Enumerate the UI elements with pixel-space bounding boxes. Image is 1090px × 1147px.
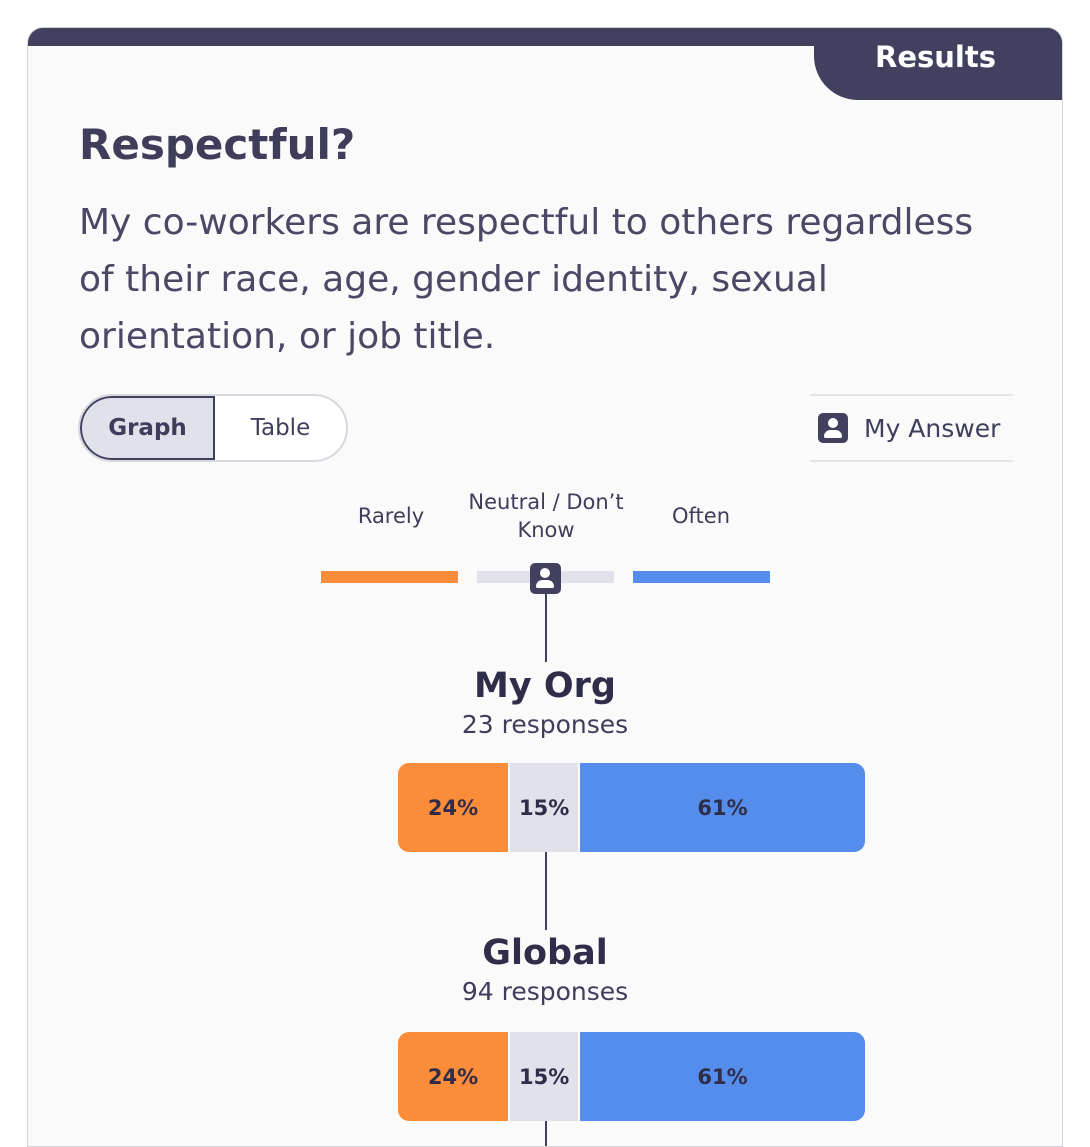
results-card: Results Respectful? My co-workers are re…: [27, 27, 1063, 1147]
legend-often: Often: [671, 504, 731, 528]
segment-often: 61%: [580, 1032, 865, 1121]
segment-neutral: 15%: [510, 763, 581, 852]
top-band: [28, 28, 1062, 46]
group-name: My Org: [474, 666, 616, 706]
legend-bar-often: [633, 571, 770, 583]
group-responses: 94 responses: [461, 977, 629, 1006]
segment-often: 61%: [580, 763, 865, 852]
legend-rarely: Rarely: [357, 504, 425, 528]
my-answer-button[interactable]: My Answer: [810, 394, 1013, 462]
graph-tab[interactable]: Graph: [80, 396, 215, 460]
table-tab[interactable]: Table: [250, 415, 311, 441]
legend-neutral: Neutral / Don’t Know: [468, 490, 624, 542]
segment-rarely: 24%: [398, 763, 511, 852]
group-name: Global: [482, 933, 608, 973]
group-global: Global 94 responses: [28, 933, 1062, 1006]
my-answer-label: My Answer: [864, 413, 1001, 443]
question-text: My co-workers are respectful to others r…: [79, 202, 974, 357]
connector-line: [545, 594, 547, 662]
group-responses: 23 responses: [461, 710, 629, 739]
connector-line: [545, 852, 547, 930]
segment-rarely: 24%: [398, 1032, 511, 1121]
stacked-bar-my-org: 24% 15% 61%: [398, 763, 865, 852]
my-answer-marker-icon: [530, 563, 561, 594]
legend-bar-rarely: [321, 571, 458, 583]
view-toggle: Graph Table: [78, 394, 348, 462]
segment-neutral: 15%: [510, 1032, 581, 1121]
connector-line: [545, 1121, 547, 1146]
stacked-bar-global: 24% 15% 61%: [398, 1032, 865, 1121]
user-icon: [818, 413, 848, 443]
group-my-org: My Org 23 responses: [28, 666, 1062, 739]
page-title: Respectful?: [79, 120, 356, 169]
results-tab[interactable]: Results: [814, 28, 1062, 100]
